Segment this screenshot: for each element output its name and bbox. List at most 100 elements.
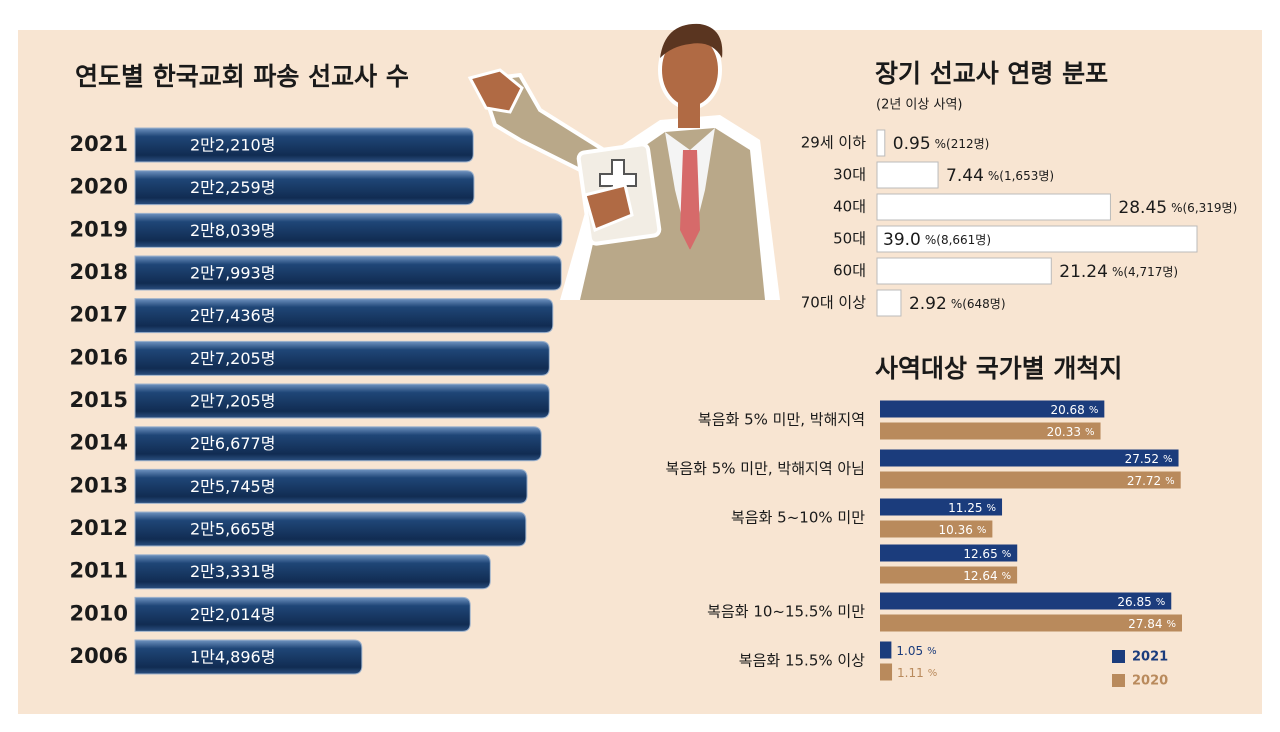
bar xyxy=(134,127,474,163)
year-label: 2012 xyxy=(70,516,128,540)
bar xyxy=(876,289,902,317)
unit: % xyxy=(1171,201,1182,215)
unit: % xyxy=(935,137,946,151)
bar xyxy=(876,225,1198,253)
percent: 2.92 xyxy=(909,294,947,314)
year-label: 2017 xyxy=(70,303,128,327)
value-label: 39.0 %(8,661명) xyxy=(883,230,991,250)
chart-title: 사역대상 국가별 개척지 xyxy=(875,354,1122,383)
value: 26.85 xyxy=(1117,595,1151,609)
bar xyxy=(134,596,471,632)
bar-label: 2만2,014명 xyxy=(190,605,275,624)
value: 27.72 xyxy=(1127,474,1161,488)
bar xyxy=(876,129,886,157)
unit: % xyxy=(1166,619,1176,630)
bar-label: 2만2,259명 xyxy=(190,178,275,197)
unit: % xyxy=(987,503,997,514)
bar-label: 2만7,436명 xyxy=(190,306,275,325)
bar xyxy=(134,298,554,334)
bar xyxy=(134,212,563,248)
unit: % xyxy=(1165,476,1175,487)
value-label: 20.33% xyxy=(1047,425,1095,439)
bar xyxy=(876,193,1111,221)
bar-label: 2만7,993명 xyxy=(190,264,275,283)
unit: % xyxy=(1085,427,1095,438)
unit: % xyxy=(928,668,938,679)
value-label: 1.05% xyxy=(896,644,936,658)
legend-label: 2021 xyxy=(1132,650,1168,665)
age-label: 30대 xyxy=(833,166,866,184)
bar-label: 2만8,039명 xyxy=(190,221,275,240)
illustration xyxy=(467,23,780,300)
bar xyxy=(880,641,892,659)
value: 11.25 xyxy=(948,501,982,515)
value-label: 0.95 %(212명) xyxy=(893,134,990,154)
year-label: 2006 xyxy=(70,644,128,668)
unit: % xyxy=(1112,265,1123,279)
bar xyxy=(134,426,542,462)
unit: % xyxy=(925,233,936,247)
unit: % xyxy=(1156,597,1166,608)
count: (6,319명) xyxy=(1183,201,1238,215)
bar xyxy=(876,257,1052,285)
year-label: 2014 xyxy=(70,431,128,455)
percent: 28.45 xyxy=(1118,198,1167,218)
value: 12.64 xyxy=(963,569,997,583)
year-label: 2013 xyxy=(70,473,128,497)
bar xyxy=(880,520,993,538)
year-label: 2016 xyxy=(70,345,128,369)
value-label: 26.85% xyxy=(1117,595,1165,609)
legend-swatch xyxy=(1112,674,1125,687)
value-label: 2.92 %(648명) xyxy=(909,294,1006,314)
value-label: 10.36% xyxy=(939,523,987,537)
value: 12.65 xyxy=(963,547,997,561)
value-label: 27.52% xyxy=(1125,452,1173,466)
value: 1.05 xyxy=(896,644,923,658)
unit: % xyxy=(988,169,999,183)
bar-label: 2만7,205명 xyxy=(190,349,275,368)
bar xyxy=(134,468,528,504)
category-label: 복음화 10~15.5% 미만 xyxy=(707,603,865,621)
value-label: 27.84% xyxy=(1128,617,1176,631)
category-label: 복음화 5% 미만, 박해지역 xyxy=(698,411,865,429)
bar xyxy=(880,400,1105,418)
bar xyxy=(134,255,562,291)
category-label: 복음화 5~10% 미만 xyxy=(731,509,865,527)
percent: 21.24 xyxy=(1059,262,1108,282)
year-label: 2011 xyxy=(70,559,128,583)
value-label: 12.64% xyxy=(963,569,1011,583)
count: (212명) xyxy=(946,137,989,151)
bar xyxy=(880,614,1182,632)
value: 20.33 xyxy=(1047,425,1081,439)
count: (1,653명) xyxy=(999,169,1054,183)
bar xyxy=(134,639,363,675)
percent: 39.0 xyxy=(883,230,921,250)
age-label: 70대 이상 xyxy=(801,294,866,312)
year-label: 2015 xyxy=(70,388,128,412)
chart-title: 장기 선교사 연령 분포 xyxy=(875,59,1108,88)
bar xyxy=(134,170,475,206)
category-label: 복음화 15.5% 이상 xyxy=(739,652,865,670)
year-label: 2020 xyxy=(70,175,128,199)
year-label: 2019 xyxy=(70,217,128,241)
value-label: 1.11% xyxy=(897,666,937,680)
bar xyxy=(134,554,491,590)
unit: % xyxy=(1002,571,1012,582)
unit: % xyxy=(1089,405,1099,416)
unit: % xyxy=(1163,454,1173,465)
bar xyxy=(880,592,1172,610)
value: 27.52 xyxy=(1125,452,1159,466)
bar xyxy=(876,161,939,189)
value-label: 11.25% xyxy=(948,501,996,515)
value-label: 21.24 %(4,717명) xyxy=(1059,262,1178,282)
category-label: 복음화 5% 미만, 박해지역 아님 xyxy=(666,460,865,478)
value: 1.11 xyxy=(897,666,924,680)
age-label: 40대 xyxy=(833,198,866,216)
bar xyxy=(880,471,1181,489)
bar xyxy=(134,511,527,547)
age-label: 29세 이하 xyxy=(801,134,866,152)
count: (4,717명) xyxy=(1123,265,1178,279)
chart-title: 연도별 한국교회 파송 선교사 수 xyxy=(75,62,409,91)
age-label: 60대 xyxy=(833,262,866,280)
